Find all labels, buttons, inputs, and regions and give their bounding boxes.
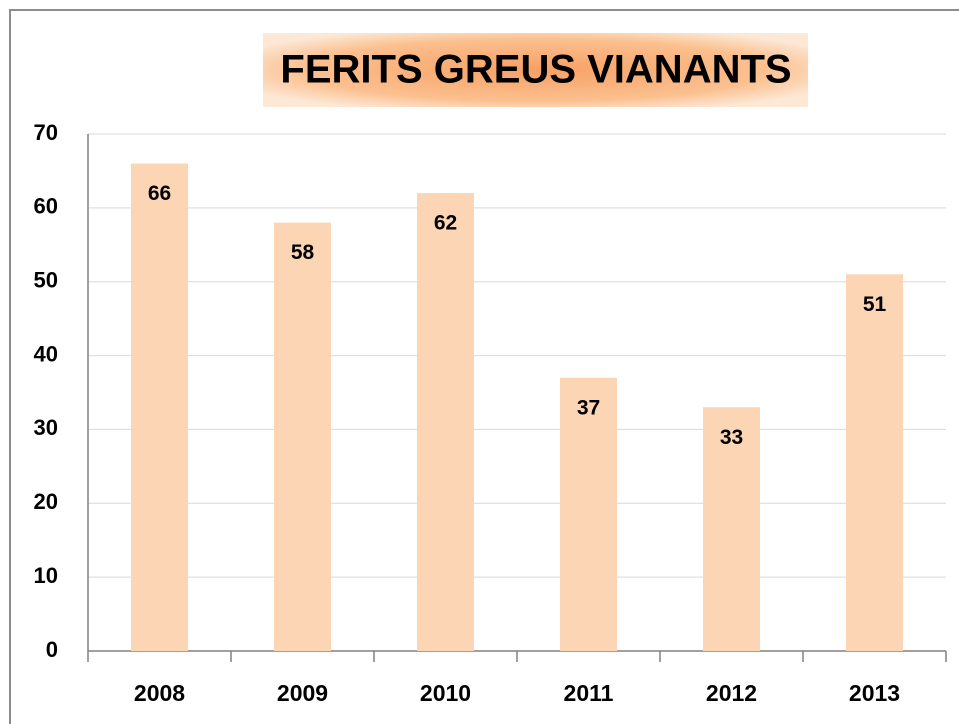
data-label: 62 [434, 212, 457, 235]
x-tick-label: 2011 [564, 680, 614, 706]
chart-title: FERITS GREUS VIANANTS [280, 48, 791, 92]
data-label: 66 [148, 182, 171, 205]
x-tick-label: 2009 [277, 680, 328, 706]
x-tick-label: 2012 [706, 680, 757, 706]
y-tick-label: 10 [34, 563, 58, 588]
title-background [263, 33, 808, 107]
bar [703, 407, 760, 651]
y-tick-label: 0 [46, 637, 58, 662]
y-tick-label: 50 [34, 268, 58, 293]
data-label: 51 [863, 293, 887, 316]
y-tick-label: 20 [34, 489, 58, 514]
y-tick-label: 70 [34, 120, 58, 145]
y-tick-label: 60 [34, 194, 58, 219]
bar [560, 377, 617, 651]
y-tick-label: 40 [34, 341, 58, 366]
bar [846, 274, 903, 651]
bar [417, 193, 474, 652]
bar [274, 222, 331, 651]
data-label: 58 [291, 241, 315, 264]
x-tick-label: 2013 [849, 680, 900, 706]
data-label: 33 [720, 426, 743, 449]
x-tick-label: 2008 [134, 680, 185, 706]
x-tick-label: 2010 [420, 680, 471, 706]
data-label: 37 [577, 396, 600, 419]
y-tick-label: 30 [34, 415, 58, 440]
bar [131, 163, 188, 652]
chart-frame [9, 9, 959, 724]
